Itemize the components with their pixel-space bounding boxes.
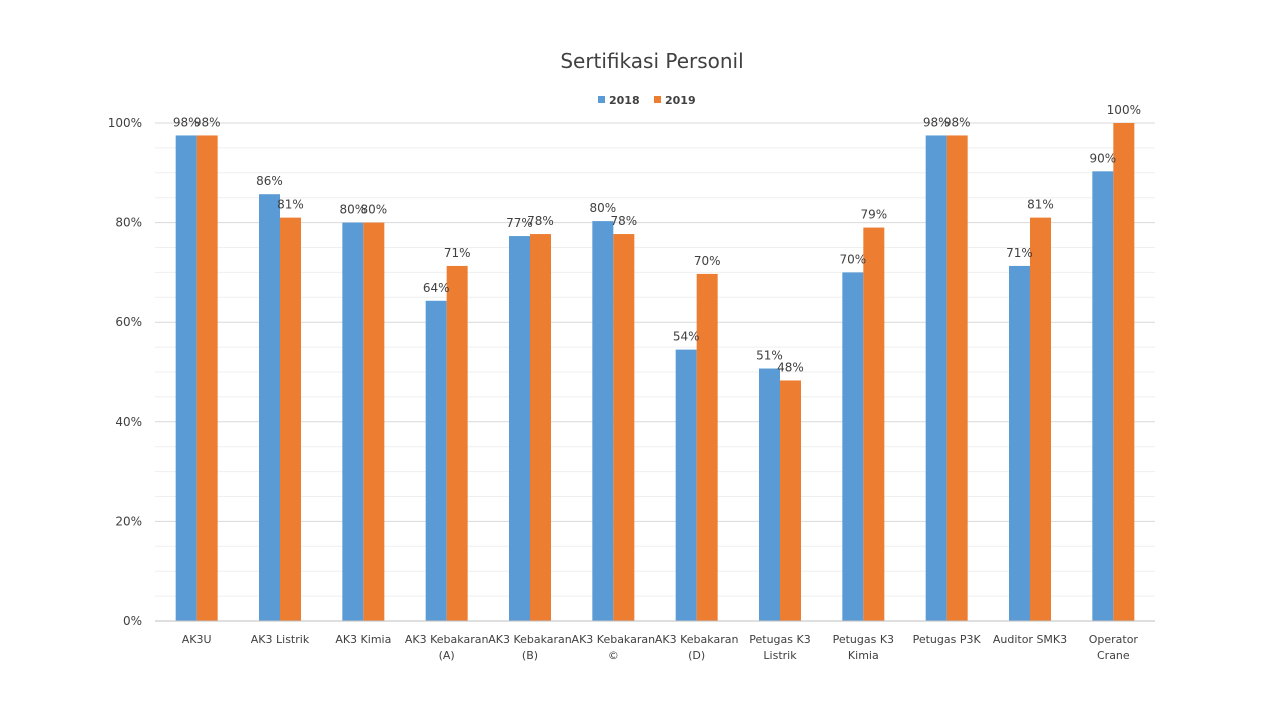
legend-label-2019: 2019	[665, 94, 696, 107]
data-label-2019: 98%	[944, 115, 971, 129]
data-label-2019: 78%	[610, 214, 637, 228]
x-tick-label: Petugas K3 Listrik	[749, 633, 810, 662]
x-tick-label: AK3 Kebakaran (A)	[405, 633, 489, 662]
x-tick-label: AK3 Kebakaran (B)	[488, 633, 572, 662]
bar-2019	[946, 135, 968, 621]
bar-2019	[780, 380, 801, 621]
y-tick-label: 20%	[115, 514, 142, 528]
bars	[175, 123, 1135, 622]
data-label-2019: 81%	[277, 198, 304, 212]
bar-2018	[342, 222, 364, 621]
legend: 2018 2019	[598, 94, 696, 107]
bar-2019	[863, 227, 885, 621]
bar-2019	[1113, 123, 1135, 621]
bar-2018	[925, 135, 947, 621]
data-label-2019: 80%	[360, 203, 387, 217]
data-label-2018: 64%	[423, 281, 450, 295]
bar-2018	[842, 272, 864, 621]
bar-2019	[613, 234, 635, 621]
x-tick-label: Auditor SMK3	[993, 633, 1067, 646]
bar-2018	[1092, 171, 1114, 621]
y-tick-label: 100%	[108, 116, 142, 130]
data-label-2019: 78%	[527, 214, 554, 228]
data-label-2018: 90%	[1089, 151, 1116, 165]
x-tick-label: Operator Crane	[1089, 633, 1139, 662]
x-tick-label: AK3U	[182, 633, 212, 646]
bar-2018	[175, 135, 197, 621]
data-label-2019: 70%	[694, 254, 721, 268]
x-tick-label: AK3 Listrik	[251, 633, 310, 646]
bar-2018	[1009, 265, 1030, 621]
x-tick-label: Petugas K3 Kimia	[833, 633, 894, 662]
data-label-2018: 80%	[589, 201, 616, 215]
legend-label-2018: 2018	[609, 94, 640, 107]
y-tick-label: 80%	[115, 216, 142, 230]
x-tick-label: Petugas P3K	[913, 633, 982, 646]
data-label-2018: 98%	[173, 115, 200, 129]
gridlines	[155, 122, 1155, 597]
y-tick-label: 60%	[115, 315, 142, 329]
bar-2019	[446, 265, 468, 621]
y-axis: 0% 20% 40% 60% 80% 100%	[108, 116, 142, 628]
data-label-2018: 71%	[1006, 246, 1033, 260]
bar-2019	[696, 273, 718, 621]
legend-swatch-2019	[654, 96, 661, 103]
data-label-2019: 98%	[194, 115, 221, 129]
x-tick-label: AK3 Kebakaran ©	[572, 633, 656, 662]
data-label-2019: 79%	[860, 208, 887, 222]
bar-2019	[363, 222, 385, 621]
bar-2018	[592, 221, 614, 621]
chart-title: Sertifikasi Personil	[560, 49, 743, 73]
data-label-2019: 71%	[444, 246, 471, 260]
bar-2018	[509, 236, 530, 621]
data-label-2019: 81%	[1027, 198, 1054, 212]
bar-2019	[280, 217, 301, 621]
bar-2018	[759, 368, 780, 621]
data-label-2018: 80%	[339, 203, 366, 217]
bar-2018	[425, 300, 447, 621]
x-axis: AK3U AK3 Listrik AK3 Kimia AK3 Kebakaran (A)…	[182, 633, 1139, 662]
bar-2019	[1030, 217, 1051, 621]
bar-2018	[675, 349, 697, 621]
data-label-2019: 48%	[777, 360, 804, 374]
bar-2019	[530, 234, 551, 621]
data-label-2018: 51%	[756, 349, 783, 363]
x-tick-label: AK3 Kimia	[335, 633, 391, 646]
bar-2018	[259, 194, 280, 622]
data-labels: 98% 86% 80% 64% 77% 80% 54% 51% 70% 98% 71% 90% 98% 8…	[173, 103, 1141, 374]
bar-2019	[196, 135, 218, 621]
data-label-2018: 86%	[256, 174, 283, 188]
data-label-2018: 77%	[506, 216, 533, 230]
data-label-2018: 70%	[839, 252, 866, 266]
data-label-2019: 100%	[1107, 103, 1141, 117]
data-label-2018: 54%	[673, 330, 700, 344]
y-tick-label: 40%	[115, 415, 142, 429]
data-label-2018: 98%	[923, 115, 950, 129]
y-tick-label: 0%	[123, 614, 142, 628]
legend-swatch-2018	[598, 96, 605, 103]
x-tick-label: AK3 Kebakaran (D)	[655, 633, 739, 662]
